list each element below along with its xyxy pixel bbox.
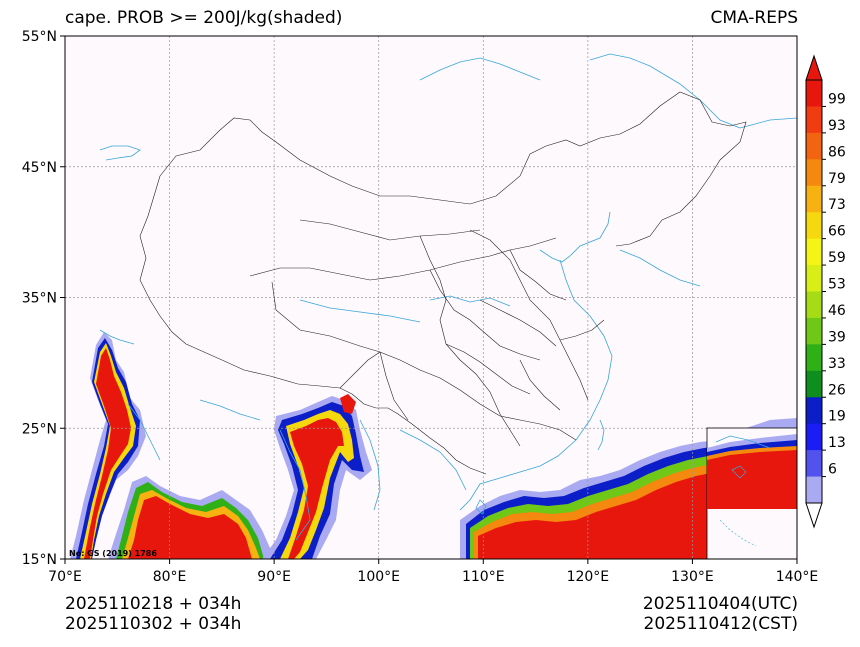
colorbar-segment (806, 159, 822, 187)
colorbar-segment (806, 476, 822, 504)
lon-tick-label: 130°E (671, 569, 714, 585)
colorbar: 99 93 86 79 73 66 59 53 46 39 33 26 19 13 6 (805, 54, 846, 529)
colorbar-label: 13 (828, 435, 846, 451)
lon-tick-label: 90°E (257, 569, 291, 585)
coastlines (99, 53, 797, 541)
colorbar-segment (806, 106, 822, 134)
colorbar-label: 33 (828, 356, 846, 372)
lat-tick-label: 45°N (22, 160, 57, 176)
map-approval-note: No: GS (2019) 1786 (69, 549, 157, 558)
colorbar-segment (806, 344, 822, 372)
colorbar-label: 39 (828, 329, 846, 345)
colorbar-segment (806, 212, 822, 240)
colorbar-label: 79 (828, 171, 846, 187)
colorbar-label: 6 (828, 462, 837, 478)
colorbar-label: 73 (828, 197, 846, 213)
colorbar-segment (806, 317, 822, 345)
lon-tick-label: 120°E (567, 569, 610, 585)
init-time-cst: 2025110302 + 034h (65, 614, 242, 634)
colorbar-label: 19 (828, 409, 846, 425)
map-title: cape. PROB >= 200J/kg(shaded) (65, 8, 343, 28)
colorbar-under-arrow (805, 502, 823, 529)
axis-ticks: 70°E 80°E 90°E 100°E 110°E 120°E 130°E 140°E 55°… (22, 29, 819, 585)
prob-shading-west (70, 332, 146, 559)
init-times: 2025110218 + 034h 2025110302 + 034h (65, 594, 241, 634)
colorbar-label: 93 (828, 118, 846, 134)
colorbar-label: 86 (828, 144, 846, 160)
lon-tick-label: 140°E (776, 569, 819, 585)
valid-time-cst: 2025110412(CST) (643, 614, 798, 634)
lat-tick-label: 55°N (22, 29, 57, 45)
colorbar-label: 26 (828, 382, 846, 398)
colorbar-segment (806, 423, 822, 451)
prob-shading-myanmar (262, 394, 372, 559)
colorbar-label: 59 (828, 250, 846, 266)
colorbar-segment (806, 185, 822, 213)
colorbar-segment (806, 370, 822, 398)
lat-tick-label: 25°N (22, 421, 57, 437)
colorbar-label: 53 (828, 277, 846, 293)
lon-tick-label: 100°E (357, 569, 400, 585)
colorbar-segment (806, 238, 822, 266)
model-name: CMA-REPS (710, 8, 798, 28)
colorbar-label: 46 (828, 303, 846, 319)
colorbar-segment (806, 265, 822, 292)
colorbar-label: 66 (828, 224, 846, 240)
lon-tick-label: 70°E (48, 569, 82, 585)
valid-times: 2025110404(UTC) 2025110412(CST) (643, 594, 798, 634)
colorbar-label: 99 (828, 91, 846, 107)
prob-shading-india (108, 476, 276, 559)
colorbar-segment (806, 80, 822, 107)
colorbar-segment (806, 450, 822, 478)
south-china-sea-inset (706, 427, 797, 559)
lon-tick-label: 80°E (153, 569, 187, 585)
colorbar-segment (806, 132, 822, 160)
colorbar-segment (806, 291, 822, 319)
colorbar-over-arrow (805, 54, 823, 81)
colorbar-segment (806, 397, 822, 425)
init-time-utc: 2025110218 + 034h (65, 594, 242, 614)
lon-tick-label: 110°E (462, 569, 505, 585)
lat-tick-label: 35°N (22, 291, 57, 307)
lat-tick-label: 15°N (22, 552, 57, 568)
valid-time-utc: 2025110404(UTC) (642, 594, 798, 614)
political-borders (139, 91, 747, 475)
